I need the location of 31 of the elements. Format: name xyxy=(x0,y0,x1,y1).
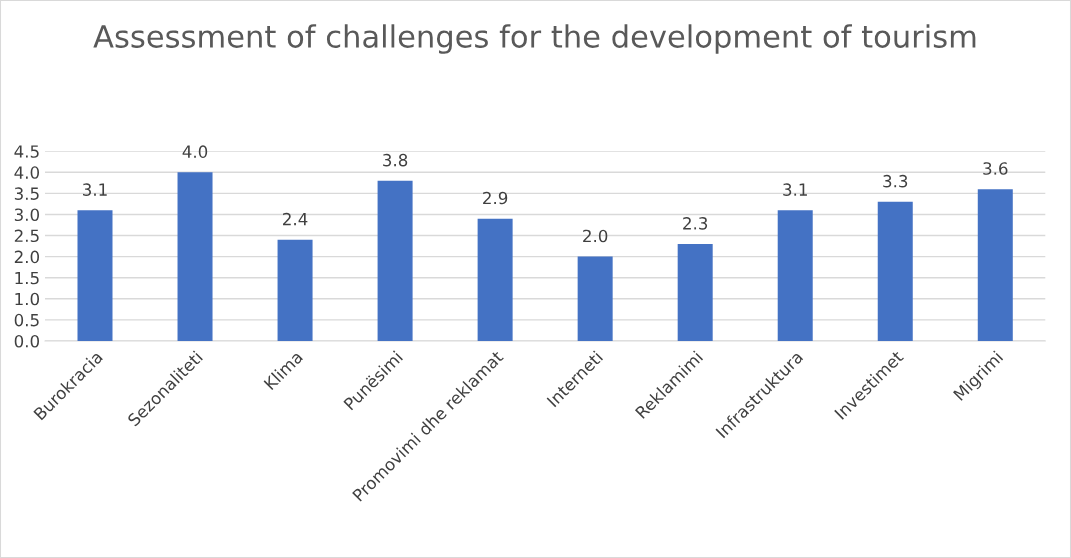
data-label: 2.9 xyxy=(483,191,508,205)
bar xyxy=(877,201,913,341)
bar xyxy=(777,210,813,341)
bar xyxy=(377,180,413,341)
data-label: 3.6 xyxy=(983,162,1008,175)
data-label: 4.0 xyxy=(182,145,208,158)
bar xyxy=(77,210,113,341)
bar xyxy=(477,218,513,341)
bar xyxy=(977,189,1013,341)
data-label: 2.3 xyxy=(683,217,708,230)
y-tick-label: 3.5 xyxy=(14,187,39,200)
data-label: 2.4 xyxy=(283,212,308,226)
data-label: 3.1 xyxy=(83,183,107,196)
data-label: 3.8 xyxy=(383,153,408,167)
y-tick-label: 2.0 xyxy=(14,250,40,264)
y-tick-label: 1.5 xyxy=(15,271,39,285)
bar xyxy=(177,172,213,341)
y-tick-label: 4.0 xyxy=(14,166,40,179)
bar xyxy=(277,239,313,341)
y-tick-label: 0.0 xyxy=(14,334,40,348)
data-label: 2.0 xyxy=(583,229,608,243)
y-tick-label: 2.5 xyxy=(14,229,39,243)
y-tick-label: 4.5 xyxy=(14,145,39,158)
chart-title: Assessment of challenges for the development of tourism xyxy=(93,24,976,54)
y-tick-label: 3.0 xyxy=(14,208,40,222)
data-label: 3.3 xyxy=(883,174,908,188)
bar xyxy=(677,243,713,341)
y-tick-label: 0.5 xyxy=(14,313,39,327)
data-label: 3.1 xyxy=(783,183,807,196)
y-tick-label: 1.0 xyxy=(15,292,40,306)
bar xyxy=(577,256,613,341)
